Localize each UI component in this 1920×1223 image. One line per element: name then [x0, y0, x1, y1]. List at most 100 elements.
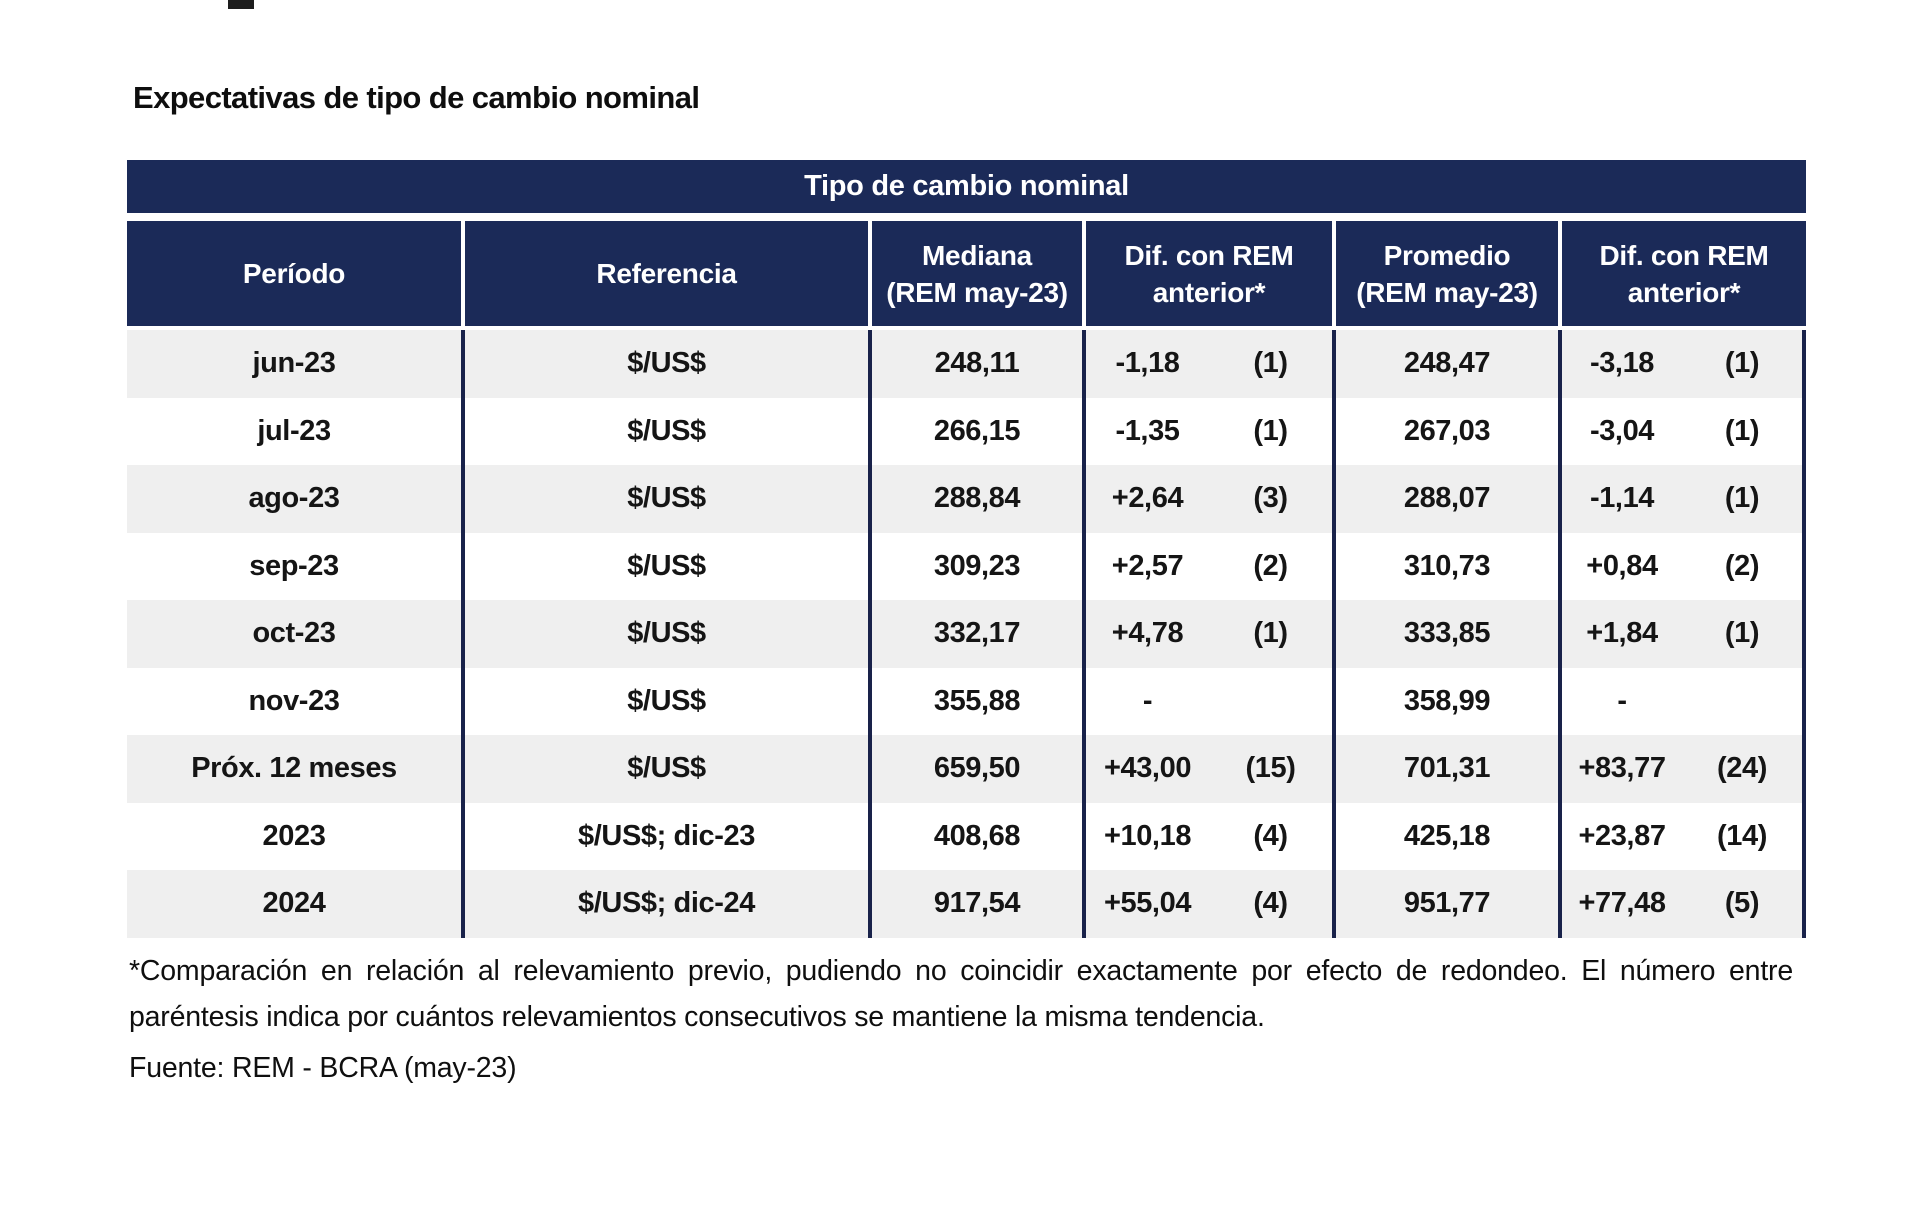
dif-mediana-cell: -1,35 (1)	[1086, 397, 1332, 465]
dif-value: +83,77	[1578, 752, 1666, 785]
dif-mediana-cell: +4,78 (1)	[1086, 600, 1332, 668]
header-line: Promedio	[1383, 239, 1511, 271]
dif-value: +77,48	[1578, 887, 1666, 920]
dif-count: (1)	[1724, 347, 1760, 380]
source-note: Fuente: REM - BCRA (may-23)	[129, 1052, 517, 1084]
header-cell-promedio: Promedio (REM may-23)	[1336, 221, 1558, 326]
mediana-cell: 355,88	[872, 667, 1082, 735]
header-line: anterior*	[1152, 276, 1266, 308]
table-row: jun-23 $/US$ 248,11 -1,18 (1) 248,47 -3,18 (1)	[127, 330, 1806, 398]
referencia-cell: $/US$	[465, 667, 868, 735]
header-line: Dif. con REM	[1124, 239, 1294, 271]
dif-value: +4,78	[1111, 617, 1184, 650]
periodo-cell: 2024	[127, 870, 461, 938]
dif-value: -3,04	[1589, 414, 1655, 447]
referencia-cell: $/US$	[465, 397, 868, 465]
dif-count: (1)	[1253, 617, 1288, 650]
dif-promedio-cell: -3,04 (1)	[1562, 397, 1802, 465]
dif-value: +10,18	[1103, 819, 1192, 852]
table-row: sep-23 $/US$ 309,23 +2,57 (2) 310,73 +0,84 (2)	[127, 532, 1806, 600]
dif-count: (2)	[1724, 549, 1760, 582]
periodo-cell: nov-23	[127, 667, 461, 735]
table-row: oct-23 $/US$ 332,17 +4,78 (1) 333,85 +1,84 (1)	[127, 600, 1806, 668]
header-cell-dif-promedio: Dif. con REM anterior*	[1562, 221, 1806, 326]
periodo-cell: ago-23	[127, 465, 461, 533]
dif-value: -	[1617, 684, 1627, 717]
header-line: Dif. con REM	[1599, 239, 1769, 271]
dif-count: (5)	[1724, 887, 1760, 920]
dif-count: (1)	[1724, 414, 1760, 447]
table-row: Próx. 12 meses $/US$ 659,50 +43,00 (15) 701,3…	[127, 735, 1806, 803]
dif-mediana-cell: +2,57 (2)	[1086, 532, 1332, 600]
table-row: ago-23 $/US$ 288,84 +2,64 (3) 288,07 -1,14 (1)	[127, 465, 1806, 533]
header-cell-dif-mediana: Dif. con REM anterior*	[1086, 221, 1332, 326]
exchange-rate-table: Tipo de cambio nominal Período Referenci…	[127, 160, 1806, 938]
dif-mediana-cell: +43,00 (15)	[1086, 735, 1332, 803]
mediana-cell: 659,50	[872, 735, 1082, 803]
dif-value: -3,18	[1589, 347, 1655, 380]
promedio-cell: 425,18	[1336, 802, 1558, 870]
dif-mediana-cell: +10,18 (4)	[1086, 802, 1332, 870]
referencia-cell: $/US$	[465, 330, 868, 398]
table-row: jul-23 $/US$ 266,15 -1,35 (1) 267,03 -3,04 (1)	[127, 397, 1806, 465]
scan-artifact	[228, 0, 254, 9]
dif-value: -1,14	[1589, 482, 1655, 515]
dif-count: (3)	[1253, 482, 1288, 515]
periodo-cell: jul-23	[127, 397, 461, 465]
mediana-cell: 917,54	[872, 870, 1082, 938]
dif-count: (1)	[1253, 414, 1288, 447]
page-title: Expectativas de tipo de cambio nominal	[133, 80, 700, 115]
dif-promedio-cell: -1,14 (1)	[1562, 465, 1802, 533]
dif-value: +23,87	[1578, 819, 1666, 852]
header-cell-mediana: Mediana (REM may-23)	[872, 221, 1082, 326]
dif-value: +1,84	[1586, 617, 1658, 650]
header-line: anterior*	[1627, 276, 1741, 308]
mediana-cell: 248,11	[872, 330, 1082, 398]
header-line: Período	[242, 258, 346, 289]
promedio-cell: 288,07	[1336, 465, 1558, 533]
promedio-cell: 333,85	[1336, 600, 1558, 668]
dif-count: (15)	[1245, 752, 1296, 785]
dif-promedio-cell: +0,84 (2)	[1562, 532, 1802, 600]
referencia-cell: $/US$	[465, 465, 868, 533]
dif-count: (1)	[1253, 347, 1288, 380]
promedio-cell: 248,47	[1336, 330, 1558, 398]
promedio-cell: 267,03	[1336, 397, 1558, 465]
table-row: 2024 $/US$; dic-24 917,54 +55,04 (4) 951,77 +7…	[127, 870, 1806, 938]
dif-value: -1,18	[1115, 347, 1180, 380]
dif-value: +0,84	[1586, 549, 1658, 582]
periodo-cell: oct-23	[127, 600, 461, 668]
footnote: *Comparación en relación al relevamiento…	[129, 955, 1793, 1033]
dif-count: (1)	[1724, 617, 1760, 650]
header-line: (REM may-23)	[886, 276, 1068, 308]
periodo-cell: Próx. 12 meses	[127, 735, 461, 803]
dif-count: (4)	[1253, 819, 1288, 852]
dif-promedio-cell: +77,48 (5)	[1562, 870, 1802, 938]
referencia-cell: $/US$; dic-23	[465, 802, 868, 870]
dif-value: +43,00	[1103, 752, 1192, 785]
promedio-cell: 951,77	[1336, 870, 1558, 938]
periodo-cell: 2023	[127, 802, 461, 870]
header-line: Mediana	[922, 239, 1032, 271]
header-cell-periodo: Período	[127, 221, 461, 326]
dif-promedio-cell: -	[1562, 667, 1802, 735]
dif-value: -	[1142, 684, 1153, 717]
referencia-cell: $/US$	[465, 600, 868, 668]
mediana-cell: 408,68	[872, 802, 1082, 870]
dif-mediana-cell: +55,04 (4)	[1086, 870, 1332, 938]
referencia-cell: $/US$	[465, 735, 868, 803]
promedio-cell: 701,31	[1336, 735, 1558, 803]
dif-mediana-cell: -	[1086, 667, 1332, 735]
mediana-cell: 288,84	[872, 465, 1082, 533]
promedio-cell: 358,99	[1336, 667, 1558, 735]
dif-value: +2,64	[1111, 482, 1184, 515]
promedio-cell: 310,73	[1336, 532, 1558, 600]
table-row: nov-23 $/US$ 355,88 - 358,99 -	[127, 667, 1806, 735]
mediana-cell: 332,17	[872, 600, 1082, 668]
dif-promedio-cell: +23,87 (14)	[1562, 802, 1802, 870]
periodo-cell: sep-23	[127, 532, 461, 600]
mediana-cell: 309,23	[872, 532, 1082, 600]
table-title: Tipo de cambio nominal	[127, 160, 1806, 213]
dif-mediana-cell: -1,18 (1)	[1086, 330, 1332, 398]
periodo-cell: jun-23	[127, 330, 461, 398]
